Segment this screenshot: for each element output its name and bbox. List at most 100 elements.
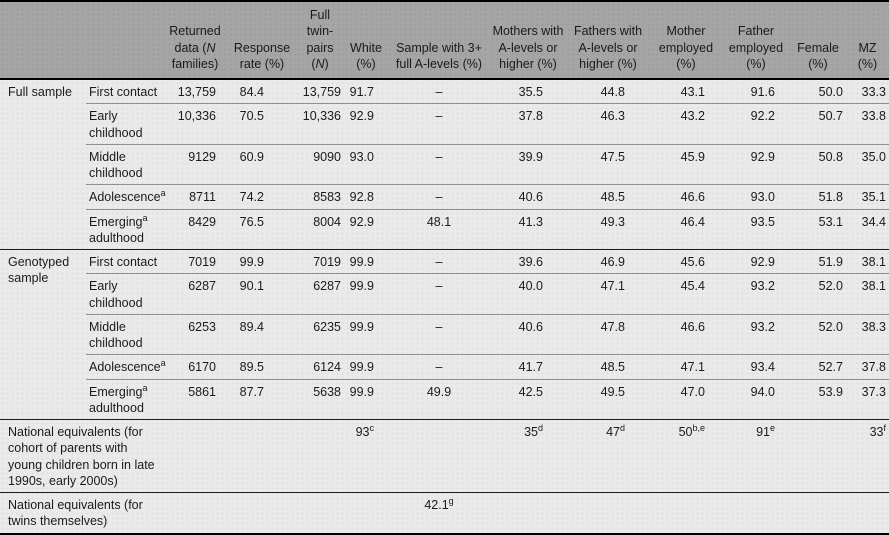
table-row: National equivalents (for twins themselv… xyxy=(0,493,889,534)
stage-label: Early childhood xyxy=(86,273,162,315)
value-cell: 42.5 xyxy=(490,379,566,420)
value-cell: 76.5 xyxy=(228,209,296,250)
value-cell xyxy=(790,493,846,534)
column-header: Fathers with A-levels or higher (%) xyxy=(566,1,650,80)
value-cell: 13,759 xyxy=(162,79,228,105)
value-cell: 51.8 xyxy=(790,184,846,210)
value-cell: 49.5 xyxy=(566,379,650,420)
value-cell: – xyxy=(388,314,490,356)
value-cell: 47.8 xyxy=(566,314,650,356)
stage-label: Adolescencea xyxy=(86,184,166,210)
value-cell xyxy=(228,493,296,534)
value-cell: 93.5 xyxy=(722,209,790,250)
footer-label: National equivalents (for twins themselv… xyxy=(8,498,143,529)
value-cell: 87.7 xyxy=(228,379,296,420)
table-body: Full sample First contact 13,759 84.4 13,759… xyxy=(0,79,889,534)
table-row: Emerginga adulthood 8429 76.5 8004 92.9 48.1 4… xyxy=(0,209,889,250)
table-row: Full sample First contact 13,759 84.4 13,759… xyxy=(0,79,889,250)
value-cell: 10,336 xyxy=(162,103,228,145)
value-cell: 45.6 xyxy=(650,249,722,275)
column-header-empty xyxy=(86,1,162,80)
value-cell: 45.4 xyxy=(650,273,722,315)
stage-label: Emerginga adulthood xyxy=(86,209,162,250)
value-cell: 9129 xyxy=(162,144,228,186)
value-cell: 6124 xyxy=(296,354,344,380)
value-cell: 8711 xyxy=(162,184,228,210)
value-cell: 92.9 xyxy=(344,103,388,145)
value-cell: 93.2 xyxy=(722,273,790,315)
value-cell: 92.9 xyxy=(722,144,790,186)
value-cell: 34.4 xyxy=(846,209,889,250)
value-cell xyxy=(162,419,228,493)
value-cell xyxy=(790,419,846,493)
column-header: Sample with 3+ full A-levels (%) xyxy=(388,1,490,80)
footer-label: National equivalents (for cohort of pare… xyxy=(0,419,162,493)
value-cell: 6170 xyxy=(162,354,228,380)
value-cell: 39.6 xyxy=(490,249,566,275)
table-row: Middle childhood 6253 89.4 6235 99.9–40.6 47.… xyxy=(0,314,889,356)
value-cell: 91e xyxy=(722,419,790,493)
value-cell: – xyxy=(388,79,490,105)
column-header: Female (%) xyxy=(790,1,846,80)
value-cell: 93.2 xyxy=(722,314,790,356)
value-cell: 39.9 xyxy=(490,144,566,186)
value-cell: – xyxy=(388,273,490,315)
value-cell: 84.4 xyxy=(228,79,296,105)
value-cell: 49.9 xyxy=(388,379,490,420)
value-cell xyxy=(296,493,344,534)
value-cell: 47d xyxy=(566,419,650,493)
value-cell: 6287 xyxy=(162,273,228,315)
value-cell: 40.6 xyxy=(490,314,566,356)
value-cell: 99.9 xyxy=(344,354,388,380)
value-cell xyxy=(388,419,490,493)
value-cell: 99.9 xyxy=(344,249,388,275)
value-cell: 33f xyxy=(846,419,889,493)
value-cell: 47.1 xyxy=(650,354,722,380)
value-cell: 99.9 xyxy=(344,273,388,315)
value-cell: – xyxy=(388,103,490,145)
value-cell: 8004 xyxy=(296,209,344,250)
value-cell: 42.1g xyxy=(424,495,454,512)
table-row: Genotyped sample First contact 7019 99.9 701… xyxy=(0,249,889,420)
value-cell: 43.2 xyxy=(650,103,722,145)
value-cell: 38.1 xyxy=(846,249,889,275)
value-cell: 46.9 xyxy=(566,249,650,275)
value-cell: 93.4 xyxy=(722,354,790,380)
column-header: MZ (%) xyxy=(846,1,889,80)
stage-label: Emerginga adulthood xyxy=(86,379,162,420)
value-cell: 46.6 xyxy=(650,184,722,210)
value-cell: 40.0 xyxy=(490,273,566,315)
value-cell: 52.0 xyxy=(790,314,846,356)
value-cell: 93c xyxy=(344,419,388,493)
value-cell: 43.1 xyxy=(650,79,722,105)
value-cell: 99.9 xyxy=(344,379,388,420)
value-cell: 35.1 xyxy=(846,184,889,210)
value-cell: 60.9 xyxy=(228,144,296,186)
value-cell: 37.8 xyxy=(846,354,889,380)
value-cell: 5861 xyxy=(162,379,228,420)
column-header: Father employed (%) xyxy=(722,1,790,80)
value-cell: 93.0 xyxy=(722,184,790,210)
value-cell: 44.8 xyxy=(566,79,650,105)
value-cell: 6287 xyxy=(296,273,344,315)
value-cell: 47.1 xyxy=(566,273,650,315)
stage-label: Middle childhood xyxy=(86,144,162,186)
table-header: Returned data (N families) Response rate … xyxy=(0,1,889,80)
table-row: Emerginga adulthood 5861 87.7 5638 99.9 49.9 4… xyxy=(0,379,889,420)
stage-label: First contact xyxy=(86,79,162,105)
value-cell: 35d xyxy=(490,419,566,493)
value-cell: 46.6 xyxy=(650,314,722,356)
value-cell: 7019 xyxy=(162,249,228,275)
value-cell: 41.3 xyxy=(490,209,566,250)
table-row: National equivalents (for cohort of pare… xyxy=(0,419,889,493)
value-cell: 50.7 xyxy=(790,103,846,145)
value-cell: 35.5 xyxy=(490,79,566,105)
value-cell: 89.4 xyxy=(228,314,296,356)
value-cell: 6235 xyxy=(296,314,344,356)
column-header: Mother employed (%) xyxy=(650,1,722,80)
value-cell: 41.7 xyxy=(490,354,566,380)
table-row: Middle childhood 9129 60.9 9090 93.0–39.9 47.… xyxy=(0,144,889,186)
value-cell: 50.0 xyxy=(790,79,846,105)
column-header: Returned data (N families) xyxy=(162,1,228,80)
